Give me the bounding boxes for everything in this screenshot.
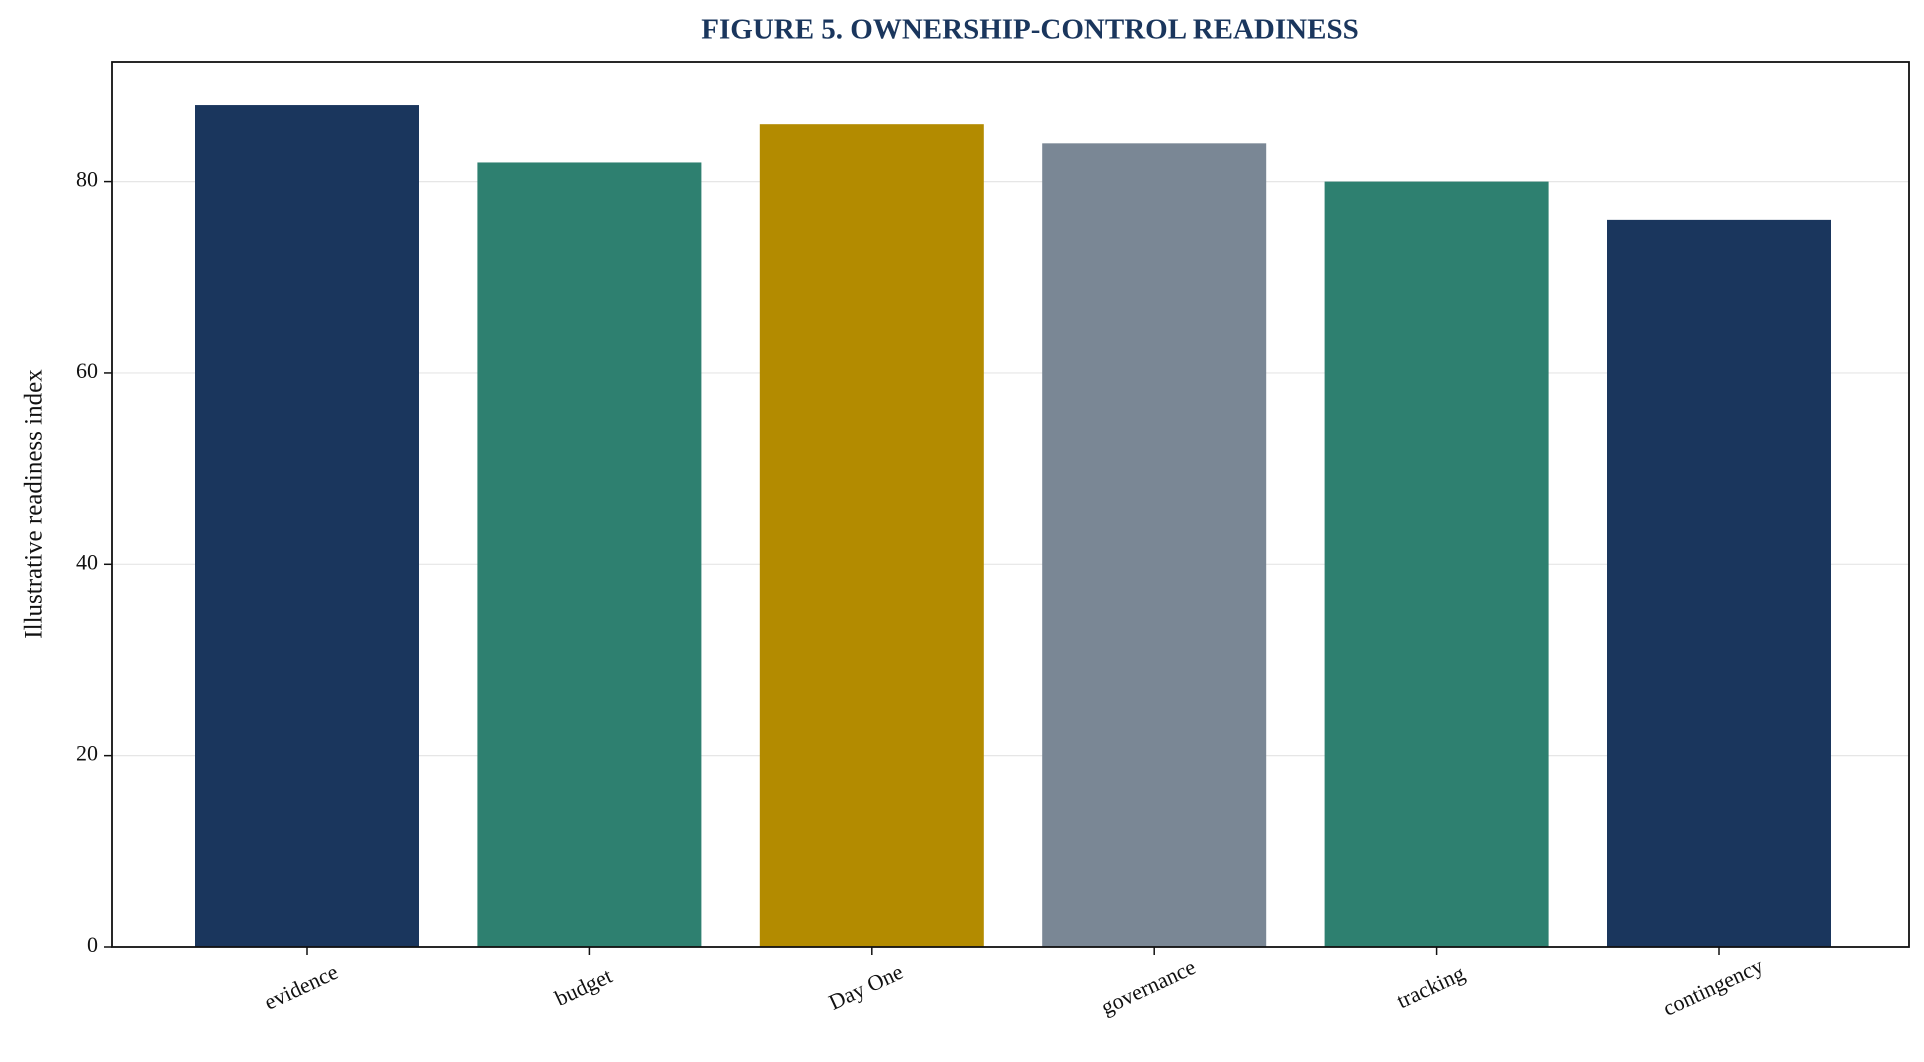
y-tick-label: 0 <box>87 932 98 957</box>
bar <box>759 124 984 947</box>
bar <box>195 105 419 947</box>
x-tick-label: budget <box>551 963 616 1011</box>
x-tick-label: evidence <box>260 959 341 1015</box>
y-tick-label: 20 <box>76 741 98 766</box>
x-tick-label: Day One <box>825 959 907 1015</box>
x-tick-label: tracking <box>1393 960 1469 1013</box>
x-tick-label: governance <box>1097 954 1199 1020</box>
y-axis-label: Illustrative readiness index <box>21 369 48 639</box>
y-tick-label: 60 <box>76 358 98 383</box>
chart-title: FIGURE 5. OWNERSHIP-CONTROL READINESS <box>701 14 1358 46</box>
bar <box>477 162 702 947</box>
bar <box>1607 219 1831 947</box>
y-tick-label: 40 <box>76 549 98 574</box>
plot-frame <box>111 61 1910 948</box>
bar <box>1324 181 1549 947</box>
y-tick-label: 80 <box>76 167 98 192</box>
bar <box>1042 143 1267 947</box>
x-tick-label: contingency <box>1659 953 1767 1021</box>
